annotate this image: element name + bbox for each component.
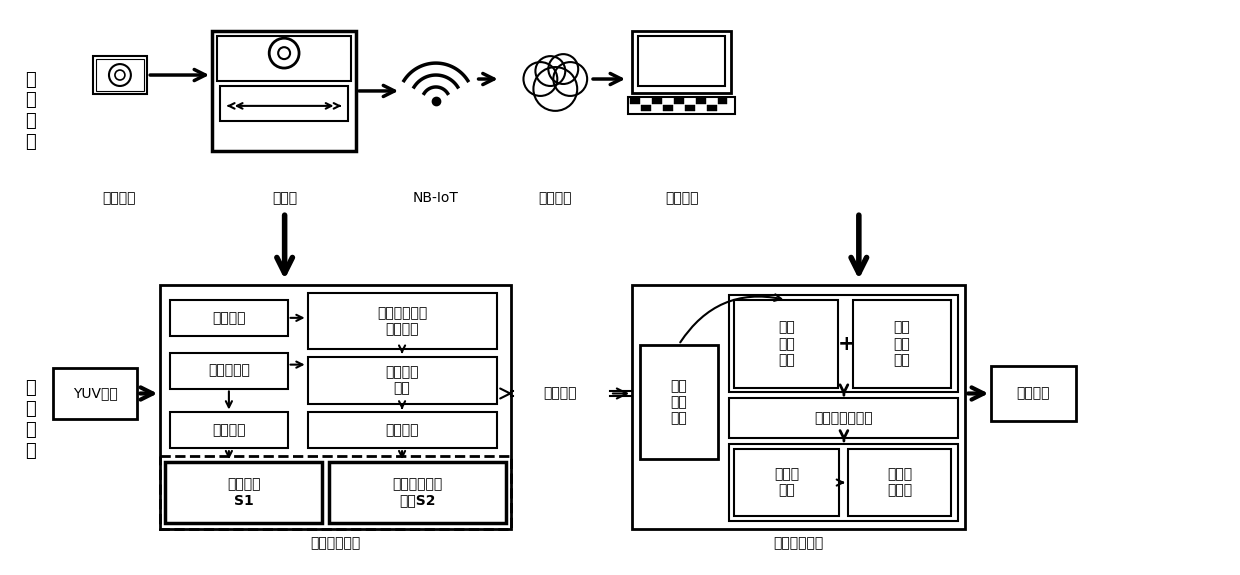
FancyBboxPatch shape (308, 412, 496, 448)
FancyBboxPatch shape (170, 300, 288, 336)
Text: 人脸差值信息
码流S2: 人脸差值信息 码流S2 (392, 477, 443, 508)
FancyBboxPatch shape (641, 105, 651, 111)
FancyBboxPatch shape (170, 412, 288, 448)
Text: 软
件
系
统: 软 件 系 统 (26, 379, 36, 459)
FancyBboxPatch shape (848, 449, 951, 516)
FancyBboxPatch shape (160, 285, 511, 529)
Text: 基本码流
S1: 基本码流 S1 (227, 477, 260, 508)
Text: 人脸高
清恢复: 人脸高 清恢复 (887, 467, 913, 497)
FancyBboxPatch shape (165, 462, 322, 523)
FancyBboxPatch shape (632, 31, 732, 93)
Text: 融合高清人脸
低清背景: 融合高清人脸 低清背景 (377, 306, 428, 336)
FancyBboxPatch shape (734, 300, 838, 388)
Text: 硬
件
系
统: 硬 件 系 统 (26, 71, 36, 151)
FancyBboxPatch shape (673, 98, 683, 104)
Text: 计算人脸
差值: 计算人脸 差值 (386, 366, 419, 396)
Circle shape (523, 62, 557, 96)
Text: 人脸检测: 人脸检测 (212, 311, 246, 325)
FancyBboxPatch shape (734, 449, 839, 516)
FancyBboxPatch shape (696, 98, 706, 104)
FancyBboxPatch shape (853, 300, 951, 388)
Text: 结果显示: 结果显示 (1017, 386, 1050, 400)
FancyBboxPatch shape (684, 105, 694, 111)
Text: 编码差值: 编码差值 (386, 423, 419, 438)
FancyBboxPatch shape (663, 105, 673, 111)
Text: YUV序列: YUV序列 (73, 386, 118, 400)
FancyBboxPatch shape (217, 36, 351, 81)
Text: 解码分析系统: 解码分析系统 (774, 536, 823, 550)
Text: 帧时序
同步: 帧时序 同步 (774, 467, 800, 497)
FancyBboxPatch shape (729, 295, 959, 393)
Circle shape (553, 62, 588, 96)
FancyBboxPatch shape (212, 31, 356, 151)
FancyBboxPatch shape (308, 356, 496, 404)
Circle shape (536, 56, 565, 86)
FancyBboxPatch shape (93, 56, 148, 94)
Text: 监控后台: 监控后台 (665, 191, 698, 205)
FancyBboxPatch shape (637, 36, 725, 86)
FancyBboxPatch shape (729, 444, 959, 521)
FancyBboxPatch shape (53, 367, 138, 419)
Text: +: + (838, 334, 856, 354)
FancyBboxPatch shape (991, 366, 1076, 421)
Text: 窄带传输: 窄带传输 (543, 386, 577, 400)
Text: 基础
码流
解码: 基础 码流 解码 (777, 320, 795, 367)
Circle shape (548, 54, 578, 84)
Text: 混合编码系统: 混合编码系统 (310, 536, 361, 550)
FancyBboxPatch shape (630, 98, 640, 104)
Text: 人脸
差值
解码: 人脸 差值 解码 (894, 320, 910, 367)
Text: 基础图像上采样: 基础图像上采样 (815, 411, 873, 426)
FancyBboxPatch shape (170, 352, 288, 389)
Text: 混合
码流
接收: 混合 码流 接收 (671, 379, 687, 425)
FancyBboxPatch shape (627, 97, 735, 114)
FancyBboxPatch shape (729, 398, 959, 438)
Text: 图像下采样: 图像下采样 (208, 363, 249, 378)
FancyBboxPatch shape (219, 86, 348, 121)
Text: 承载网络: 承载网络 (538, 191, 572, 205)
Circle shape (533, 67, 577, 111)
FancyBboxPatch shape (707, 105, 717, 111)
Text: 编码端: 编码端 (272, 191, 298, 205)
FancyBboxPatch shape (640, 345, 718, 459)
FancyBboxPatch shape (330, 462, 506, 523)
Text: 编码低清: 编码低清 (212, 423, 246, 438)
FancyBboxPatch shape (632, 285, 965, 529)
FancyBboxPatch shape (718, 98, 728, 104)
Text: NB-IoT: NB-IoT (413, 191, 459, 205)
FancyBboxPatch shape (308, 293, 496, 348)
FancyBboxPatch shape (652, 98, 662, 104)
Text: 监控采集: 监控采集 (103, 191, 136, 205)
